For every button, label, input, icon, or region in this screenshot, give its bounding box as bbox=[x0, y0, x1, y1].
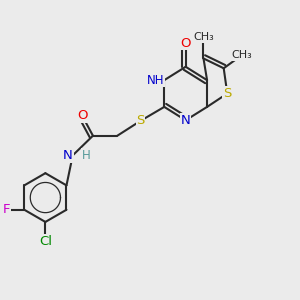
Text: S: S bbox=[223, 87, 232, 100]
Text: CH₃: CH₃ bbox=[232, 50, 253, 60]
Text: O: O bbox=[180, 37, 191, 50]
Text: O: O bbox=[77, 109, 88, 122]
Text: NH: NH bbox=[147, 74, 164, 87]
Text: F: F bbox=[3, 203, 10, 216]
Text: N: N bbox=[181, 114, 190, 127]
Text: CH₃: CH₃ bbox=[193, 32, 214, 42]
Text: Cl: Cl bbox=[39, 235, 52, 248]
Text: N: N bbox=[63, 149, 73, 162]
Text: S: S bbox=[136, 114, 145, 128]
Text: H: H bbox=[82, 149, 91, 162]
